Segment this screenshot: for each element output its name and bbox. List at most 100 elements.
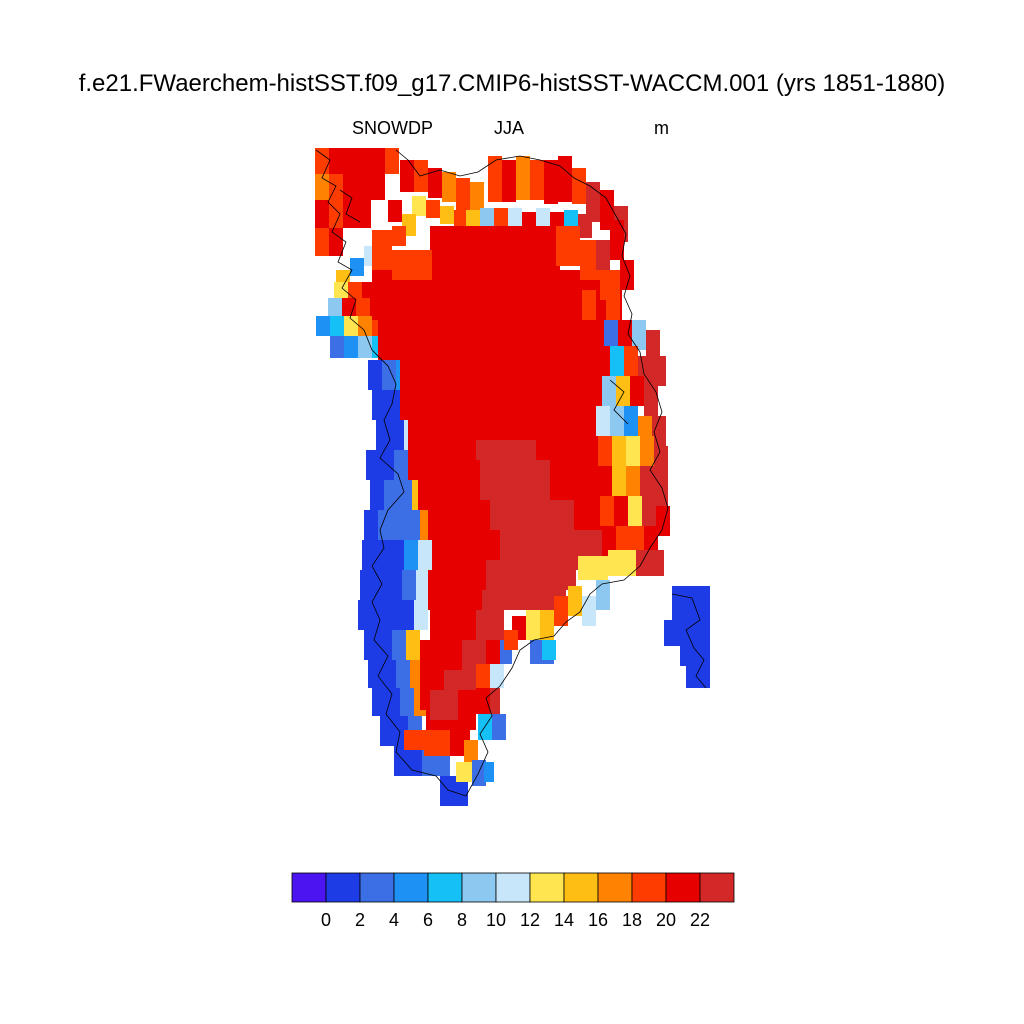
map-cell <box>372 688 386 716</box>
map-cell <box>378 510 392 540</box>
map-cell <box>626 436 640 466</box>
map-cell <box>480 460 550 500</box>
map-cell <box>456 762 472 782</box>
map-cell <box>456 178 470 210</box>
map-cell <box>476 610 504 640</box>
map-cell <box>644 526 658 556</box>
map-cell <box>516 156 530 200</box>
map-cell <box>488 156 502 202</box>
map-cell <box>630 376 644 406</box>
map-cell <box>414 600 428 630</box>
map-cell <box>476 664 490 688</box>
map-cell <box>486 560 576 590</box>
map-cell <box>600 270 620 300</box>
map-cell <box>472 760 486 786</box>
colorbar-tick-label: 4 <box>389 910 399 930</box>
map-cell <box>370 480 384 510</box>
map-cell <box>382 360 396 390</box>
colorbar-box <box>325 872 361 903</box>
map-cell <box>560 460 600 500</box>
map-cell <box>368 660 382 688</box>
map-cell <box>654 446 668 476</box>
map-cell <box>366 450 380 480</box>
colorbar-box <box>291 872 327 903</box>
map-cell <box>652 416 666 446</box>
map-cell <box>440 776 454 806</box>
map-cell <box>544 160 558 204</box>
map-cell <box>378 320 610 360</box>
map-cell <box>636 550 664 576</box>
map-cell <box>640 466 654 496</box>
map-cell <box>406 510 420 540</box>
map-cell <box>406 630 420 660</box>
map-cell <box>382 660 396 688</box>
map-cell <box>640 436 654 466</box>
map-cell <box>630 526 644 556</box>
map-cell <box>398 480 412 510</box>
map-cell <box>574 500 604 530</box>
map-cell <box>556 226 580 266</box>
map-cell <box>642 496 656 526</box>
variable-label: SNOWDP <box>352 118 433 138</box>
map-cell <box>388 570 402 600</box>
map-cell <box>582 596 596 626</box>
map-cell <box>618 320 632 346</box>
map-cell <box>356 298 370 316</box>
map-cell <box>490 664 504 688</box>
map-cell <box>492 714 506 740</box>
map-cell <box>502 160 516 202</box>
colorbar-tick-label: 12 <box>520 910 540 930</box>
map-cell <box>424 730 450 756</box>
map-cell <box>504 630 518 650</box>
coastline-path <box>671 593 707 689</box>
map-cell <box>646 330 660 360</box>
map-cell <box>380 716 394 746</box>
map-cell <box>530 160 544 200</box>
map-cell <box>315 148 329 174</box>
map-cell <box>610 406 624 436</box>
map-cell <box>598 436 612 466</box>
map-cell <box>408 746 422 776</box>
map-cell <box>350 258 364 276</box>
map-cell <box>344 336 358 358</box>
colorbar-tick-label: 0 <box>321 910 331 930</box>
map-cell <box>358 316 372 336</box>
map-cells <box>315 148 710 806</box>
map-cell <box>360 570 374 600</box>
map-cell <box>392 250 432 280</box>
map-cell <box>680 646 710 666</box>
coastline-path <box>315 149 669 797</box>
map-cell <box>329 148 343 174</box>
map-cell <box>632 320 646 350</box>
map-cell <box>316 316 330 336</box>
colorbar-box <box>529 872 565 903</box>
map-cell <box>315 174 329 200</box>
map-cell <box>596 580 610 610</box>
map-cell <box>578 214 592 238</box>
colorbar-tick-label: 22 <box>690 910 710 930</box>
map-cell <box>606 300 620 320</box>
map-cell <box>328 298 342 316</box>
map-cell <box>598 466 612 496</box>
map-cell <box>486 640 500 664</box>
map-cell <box>454 776 468 806</box>
map-cell <box>385 148 399 174</box>
map-cell <box>470 182 484 214</box>
map-cell <box>343 174 357 200</box>
map-cell <box>364 510 378 540</box>
map-cell <box>430 226 480 270</box>
map-cell <box>554 596 568 626</box>
map-cell <box>444 670 476 690</box>
map-cell <box>371 174 385 200</box>
map-cell <box>404 540 418 570</box>
map-cell <box>612 466 626 496</box>
map-cell <box>329 228 343 256</box>
map-cell <box>624 346 638 376</box>
map-cell <box>402 570 416 600</box>
map-cell <box>426 200 440 218</box>
map-cell <box>392 510 406 540</box>
map-cell <box>644 386 658 416</box>
